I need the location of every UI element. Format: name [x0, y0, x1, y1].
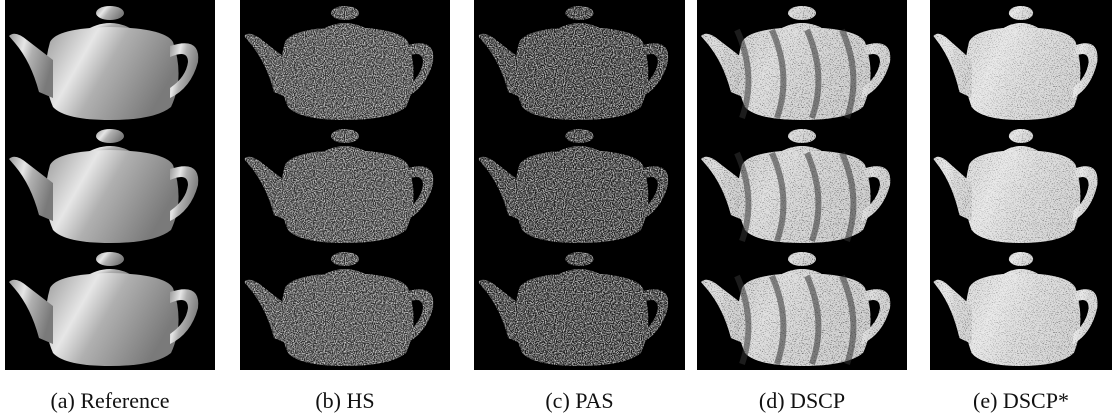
panel-caption: (d) DSCP	[759, 388, 845, 413]
panel-caption: (e) DSCP*	[973, 388, 1069, 413]
image-panel: (c) PAS	[474, 0, 685, 413]
image-panel: (a) Reference	[5, 0, 215, 413]
figure: (a) Reference (b) HS (c) PAS (d) DSCP (e) DS…	[0, 0, 1119, 419]
image-panel: (e) DSCP*	[930, 0, 1112, 413]
panel-caption: (b) HS	[315, 388, 374, 413]
image-panel: (b) HS	[240, 0, 450, 413]
page: (a) Reference (b) HS (c) PAS (d) DSCP (e) DS…	[0, 0, 1119, 419]
panel-caption: (c) PAS	[545, 388, 613, 413]
image-panel: (d) DSCP	[697, 0, 907, 413]
panel-caption: (a) Reference	[50, 388, 169, 413]
